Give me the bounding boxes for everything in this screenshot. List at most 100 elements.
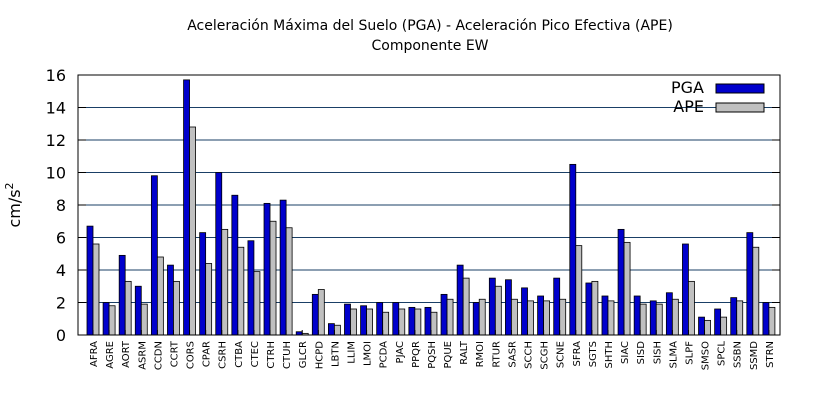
x-tick-label: CPAR	[202, 341, 213, 367]
y-tick-label: 14	[46, 99, 66, 118]
bar-pga-shth	[601, 295, 609, 336]
bar-ape-agre	[108, 305, 116, 336]
legend-label-ape: APE	[673, 97, 704, 116]
x-tick-label: SCGH	[540, 341, 551, 370]
bar-ape-cpar	[205, 263, 213, 336]
x-tick-label: CTEC	[250, 341, 261, 367]
x-tick-label: AFRA	[89, 341, 100, 367]
bar-pga-ccrt	[167, 264, 174, 336]
x-tick-label: LMOI	[363, 341, 374, 366]
bars	[86, 79, 776, 336]
bar-pga-csrh	[215, 172, 223, 336]
bar-ape-ssbn	[736, 300, 744, 336]
bar-ape-shth	[607, 300, 615, 336]
bar-pga-agre	[102, 302, 110, 336]
y-tick-label: 4	[56, 261, 66, 280]
x-tick-label: SCCH	[524, 341, 535, 369]
x-tick-label: AORT	[121, 340, 132, 368]
bar-pga-sasr	[505, 279, 512, 336]
x-tick-label: CCRT	[169, 340, 180, 367]
bar-pga-scgh	[537, 295, 545, 336]
bar-pga-pcda	[376, 302, 384, 336]
x-tick-label: LBTN	[330, 341, 341, 367]
bar-pga-asrm	[134, 285, 142, 336]
y-tick-label: 16	[46, 66, 66, 85]
bar-pga-rtur	[488, 277, 496, 336]
x-tick-label: SHTH	[604, 341, 615, 369]
bar-ape-pqsh	[430, 311, 438, 336]
y-tick-label: 12	[46, 131, 66, 150]
x-tick-label: SLMA	[668, 341, 679, 369]
bar-ape-smso	[704, 319, 711, 336]
bar-ape-scne	[559, 298, 567, 336]
bar-pga-ctrh	[263, 202, 271, 336]
bar-pga-pqsh	[424, 306, 432, 336]
bar-pga-cors	[183, 79, 190, 336]
bar-pga-aort	[118, 254, 126, 336]
bar-ape-ppqr	[414, 308, 422, 336]
bar-ape-sfra	[575, 245, 583, 336]
bar-pga-pjac	[392, 302, 400, 336]
y-axis: 0 2 4 6 8 10 12 14 16	[46, 66, 780, 345]
bar-pga-ppqr	[408, 306, 416, 336]
y-tick-label: 10	[46, 164, 66, 183]
x-tick-label: PQUE	[443, 341, 454, 369]
x-tick-label: SPCL	[717, 341, 728, 366]
bar-ape-pque	[446, 298, 454, 336]
x-tick-label: CSRH	[218, 341, 229, 369]
bar-ape-ccrt	[173, 280, 180, 336]
bar-ape-ctrh	[269, 220, 277, 336]
y-tick-label: 2	[56, 294, 66, 313]
legend-label-pga: PGA	[671, 78, 704, 97]
bar-ape-slpf	[688, 280, 695, 336]
bar-pga-scne	[553, 277, 561, 336]
bar-pga-siac	[617, 228, 625, 336]
x-tick-label: SLPF	[684, 341, 695, 365]
bar-pga-ctec	[247, 240, 255, 336]
x-tick-label: SSBN	[733, 341, 744, 368]
bar-ape-sisd	[639, 303, 647, 336]
bar-pga-smso	[698, 316, 705, 336]
x-tick-label: SISD	[636, 341, 647, 365]
x-tick-label: STRN	[765, 341, 776, 368]
bar-pga-llim	[344, 303, 351, 336]
bar-pga-strn	[762, 302, 770, 336]
bar-pga-sisd	[633, 295, 641, 336]
bar-pga-ctba	[231, 194, 239, 336]
bar-pga-scch	[521, 287, 528, 336]
bar-ape-siac	[623, 241, 631, 336]
y-axis-label-exponent: 2	[3, 182, 16, 189]
bar-pga-ccdn	[150, 175, 158, 336]
legend-swatch-ape	[715, 102, 765, 113]
bar-ape-rtur	[494, 285, 502, 336]
x-tick-label: SCNE	[556, 341, 567, 368]
bar-ape-hcpd	[317, 289, 325, 336]
bar-pga-ralt	[456, 264, 464, 336]
bar-ape-pcda	[382, 311, 390, 336]
bar-ape-sgts	[591, 280, 599, 336]
x-tick-label: SIAC	[620, 341, 631, 364]
y-tick-label: 8	[56, 196, 66, 215]
bar-ape-spcl	[720, 316, 728, 336]
bar-ape-ctec	[253, 271, 261, 336]
bar-ape-rmoi	[478, 298, 486, 336]
y-axis-label: cm/s2	[3, 182, 24, 227]
x-tick-label: AGRE	[105, 341, 116, 369]
bar-pga-pque	[440, 293, 448, 336]
legend: PGA APE	[671, 78, 765, 116]
bar-ape-aort	[124, 280, 132, 336]
x-tick-label: SISH	[652, 341, 663, 364]
bar-ape-slma	[671, 298, 679, 336]
bar-ape-sish	[655, 303, 663, 336]
x-tick-label: PJAC	[395, 341, 406, 363]
bar-pga-sgts	[585, 282, 593, 336]
x-tick-label: SFRA	[572, 341, 583, 367]
bar-pga-rmoi	[472, 302, 480, 336]
bar-pga-slpf	[682, 243, 689, 336]
bar-ape-afra	[92, 243, 100, 336]
bar-ape-pjac	[398, 308, 406, 336]
bar-pga-lbtn	[327, 323, 335, 336]
x-tick-label: PCDA	[379, 341, 390, 369]
x-tick-label: PQSH	[427, 341, 438, 369]
